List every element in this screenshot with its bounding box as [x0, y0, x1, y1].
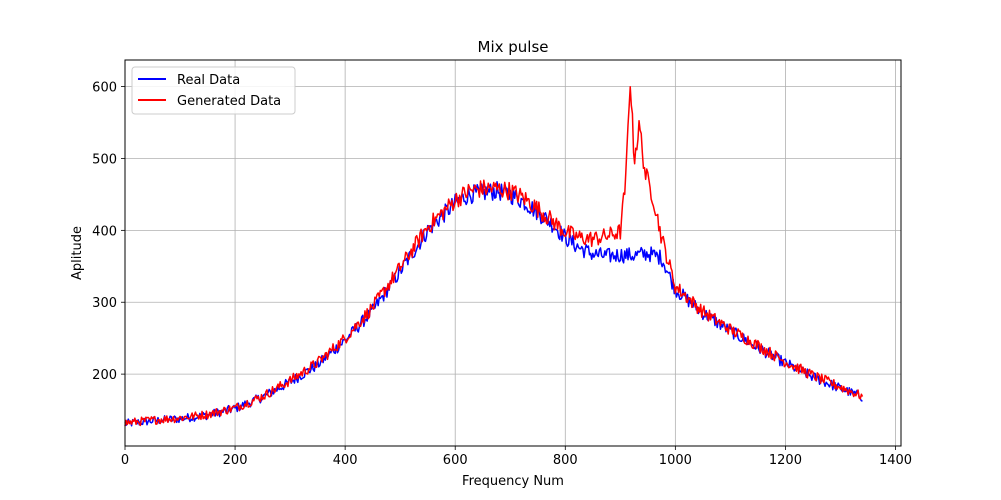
x-tick-label: 1400 [879, 453, 912, 468]
x-tick-label: 0 [121, 453, 129, 468]
legend: Real Data Generated Data [131, 66, 296, 115]
x-tick-label: 800 [553, 453, 578, 468]
plot-frame [124, 59, 902, 447]
x-axis-label: Frequency Num [462, 474, 564, 489]
x-tick-label: 400 [333, 453, 358, 468]
legend-box [131, 66, 296, 115]
x-tick-label: 200 [223, 453, 248, 468]
ticks: 0 200 400 600 800 1000 1200 1400 200 300 400 500 600 [92, 81, 912, 468]
x-tick-label: 1200 [769, 453, 802, 468]
series-layer [124, 86, 864, 427]
y-tick-label: 200 [92, 368, 117, 383]
legend-label-generated-data: Generated Data [177, 94, 281, 109]
chart-title: Mix pulse [478, 38, 549, 56]
y-tick-label: 500 [92, 152, 117, 167]
y-tick-label: 600 [92, 81, 117, 96]
legend-label-real-data: Real Data [177, 73, 240, 88]
x-tick-label: 1000 [659, 453, 692, 468]
y-tick-label: 300 [92, 296, 117, 311]
y-axis-label: Aplitude [70, 226, 85, 280]
series-line-generated-data [124, 86, 864, 427]
y-tick-label: 400 [92, 224, 117, 239]
x-tick-label: 600 [443, 453, 468, 468]
grid [124, 60, 901, 446]
